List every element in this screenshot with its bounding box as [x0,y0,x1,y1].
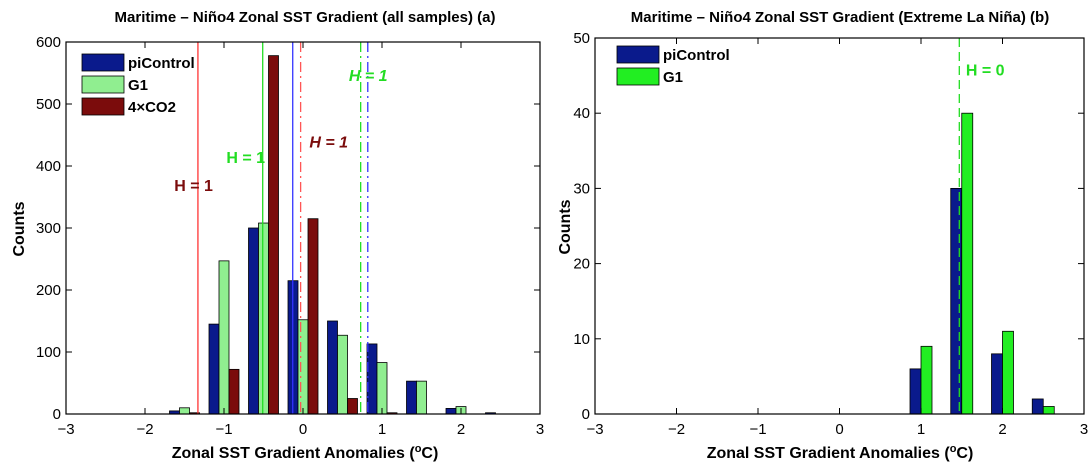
bar [920,345,933,415]
bar [1002,330,1014,415]
chart-panel-a: Maritime – Niño4 Zonal SST Gradient (all… [11,9,544,462]
legend-swatch [81,75,125,94]
y-tick-label: 50 [573,30,590,47]
chart-title: Maritime – Niño4 Zonal SST Gradient (Ext… [631,9,1049,26]
x-tick-label: −2 [668,421,685,438]
y-tick-label: 0 [582,406,590,423]
legend-label: G1 [128,77,148,94]
chart-title: Maritime – Niño4 Zonal SST Gradient (all… [115,9,496,26]
legend-swatch [616,67,660,86]
y-tick-label: 30 [573,180,590,197]
y-tick-label: 400 [36,158,61,175]
chart-panel-b: Maritime – Niño4 Zonal SST Gradient (Ext… [557,9,1088,462]
y-tick-label: 20 [573,256,590,273]
bar [950,187,963,415]
legend-label: 4×CO2 [128,99,176,116]
annotation-label: H = 1 [349,68,388,85]
legend-swatch [81,97,125,116]
y-tick-label: 300 [36,220,61,237]
bar [208,323,220,415]
y-tick-label: 0 [53,406,61,423]
x-tick-label: −3 [586,421,603,438]
bar [961,112,974,415]
bar [416,380,427,415]
bar [1031,398,1044,415]
bar [347,398,358,415]
x-tick-label: 3 [1080,421,1088,438]
bar [297,319,309,415]
legend-label: piControl [128,55,195,72]
y-axis-label: Counts [557,199,574,254]
bar [909,368,922,415]
legend-label: piControl [663,47,730,64]
bar [248,227,259,415]
legend-swatch [616,45,660,64]
y-tick-label: 10 [573,331,590,348]
annotation-label: H = 1 [226,150,265,167]
annotation-label: H = 0 [966,63,1005,80]
bar [991,353,1003,415]
y-axis-label: Counts [11,201,28,256]
x-tick-label: −1 [215,421,232,438]
y-tick-label: 100 [36,344,61,361]
bar [218,260,230,415]
bar [179,407,190,415]
bar [258,222,269,415]
bar [1042,406,1055,415]
bar [445,408,457,415]
x-tick-label: −1 [749,421,766,438]
bar [337,334,348,415]
x-axis-label: Zonal SST Gradient Anomalies (oC) [707,443,974,462]
annotation-label: H = 1 [309,134,348,151]
y-tick-label: 40 [573,105,590,122]
x-tick-label: 0 [835,421,843,438]
x-tick-label: 2 [998,421,1006,438]
legend-label: G1 [663,69,683,86]
bar [406,380,417,415]
x-tick-label: −2 [136,421,153,438]
y-tick-label: 500 [36,96,61,113]
x-tick-label: −3 [57,421,74,438]
annotation-label: H = 1 [174,178,213,195]
bar [376,362,388,415]
x-tick-label: 0 [299,421,307,438]
y-tick-label: 200 [36,282,61,299]
bar [366,343,378,415]
x-axis-label: Zonal SST Gradient Anomalies (oC) [172,443,439,462]
bar [307,218,319,415]
x-tick-label: 1 [378,421,386,438]
x-tick-label: 1 [917,421,925,438]
y-tick-label: 600 [36,34,61,51]
bar [228,368,240,415]
x-tick-label: 3 [536,421,544,438]
x-tick-label: 2 [457,421,465,438]
bar [327,320,338,415]
legend-swatch [81,53,125,72]
bar [268,55,279,415]
